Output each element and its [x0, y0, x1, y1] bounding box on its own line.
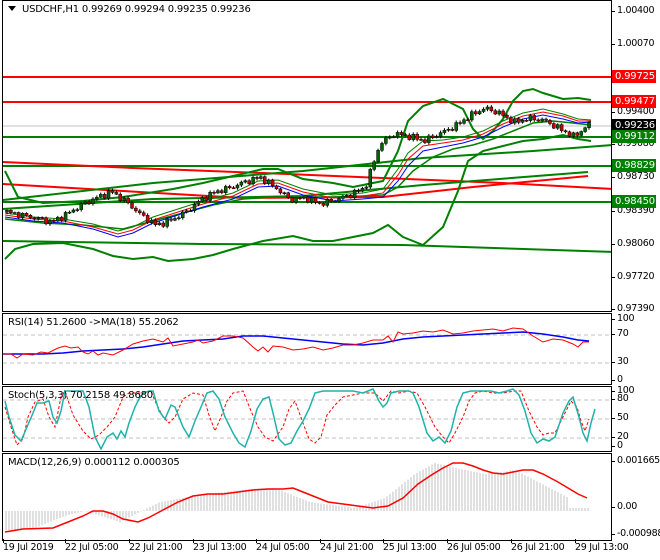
collapse-arrow-icon[interactable]: [8, 6, 16, 11]
symbol-title: USDCHF,H1 0.99269 0.99294 0.99235 0.9923…: [8, 4, 251, 15]
stoch-tick: 50: [611, 412, 629, 423]
price-tag-support-3: 0.98450: [612, 195, 656, 208]
price-tag-resistance-1: 0.99725: [612, 70, 656, 83]
price-tick: 0.97390: [610, 303, 654, 314]
macd-tick: 0.001665: [611, 455, 660, 466]
stoch-axis: 100 80 50 20 0: [610, 385, 660, 452]
trendline-red-upper: [3, 161, 611, 190]
price-tick: 1.00070: [610, 38, 654, 49]
stoch-tick: 80: [611, 393, 629, 404]
rsi-canvas[interactable]: [3, 314, 612, 385]
price-tick: 0.98730: [610, 171, 654, 182]
trendline-green-lower: [3, 240, 611, 253]
rsi-tick: 70: [611, 328, 629, 339]
macd-tick: -0.000988: [610, 528, 660, 539]
trendline-green-upper: [3, 144, 611, 201]
candlesticks: [5, 105, 591, 229]
macd-tick: 0.00: [611, 501, 637, 512]
time-label: 26 Jul 05:00: [447, 539, 501, 553]
time-label: 23 Jul 13:00: [193, 539, 247, 553]
stoch-tick: 20: [611, 431, 629, 442]
price-tag-resistance-2: 0.99477: [612, 95, 656, 108]
rsi-panel[interactable]: RSI(14) 51.2600 ->MA(18) 55.2062: [2, 313, 612, 385]
rsi-tick: 30: [611, 356, 629, 367]
rsi-line: [3, 327, 589, 359]
price-tag-support-2: 0.98829: [612, 159, 656, 172]
price-tag-current: 0.99236: [612, 119, 656, 132]
price-tick: 0.98390: [610, 205, 654, 216]
ma-green: [4, 108, 592, 232]
macd-signal-line: [4, 462, 588, 533]
price-tick: 0.98060: [610, 238, 654, 249]
rsi-axis: 100 70 30 0: [610, 313, 660, 385]
macd-axis: 0.001665 0.00 -0.000988: [610, 453, 660, 541]
ma-red: [4, 111, 591, 235]
time-label: 22 Jul 21:00: [129, 539, 183, 553]
ma-blue: [4, 114, 592, 238]
bollinger-upper: [4, 87, 592, 205]
stoch-title: Stoch(5,3,3) 70.2158 49.8680: [8, 390, 153, 401]
macd-title: MACD(12,26,9) 0.000112 0.000305: [8, 457, 180, 468]
rsi-ma-line: [3, 331, 590, 355]
stoch-tick: 0: [611, 440, 623, 451]
trendline-green-mid: [3, 171, 589, 210]
price-tick: 0.97720: [610, 271, 654, 282]
time-label: 24 Jul 21:00: [320, 539, 374, 553]
stoch-k-line: [4, 388, 596, 451]
time-label: 19 Jul 2019: [3, 539, 54, 553]
price-tick: 1.00400: [610, 5, 654, 16]
price-chart-canvas[interactable]: [3, 1, 612, 312]
price-axis: 1.00400 1.00070 0.99400 0.99080 0.98730 …: [610, 0, 660, 314]
time-label: 24 Jul 05:00: [256, 539, 310, 553]
macd-canvas[interactable]: [3, 454, 612, 541]
ohlc-header: USDCHF,H1 0.99269 0.99294 0.99235 0.9923…: [22, 4, 251, 15]
price-tag-support-1: 0.99112: [612, 130, 656, 143]
price-tick: 0.99400: [610, 106, 654, 117]
time-label: 26 Jul 21:00: [511, 539, 565, 553]
time-label: 22 Jul 05:00: [65, 539, 119, 553]
time-label: 25 Jul 13:00: [383, 539, 437, 553]
bollinger-lower: [4, 133, 592, 263]
rsi-title: RSI(14) 51.2600 ->MA(18) 55.2062: [8, 317, 179, 328]
price-chart-panel[interactable]: USDCHF,H1 0.99269 0.99294 0.99235 0.9923…: [2, 0, 612, 312]
macd-panel[interactable]: MACD(12,26,9) 0.000112 0.000305: [2, 453, 612, 541]
macd-histogram: [5, 463, 589, 531]
time-label: 29 Jul 13:00: [575, 539, 629, 553]
price-tick: 0.99080: [610, 138, 654, 149]
stochastic-panel[interactable]: Stoch(5,3,3) 70.2158 49.8680: [2, 386, 612, 452]
rsi-tick: 0: [611, 374, 623, 385]
stoch-canvas[interactable]: [3, 387, 612, 452]
time-axis: 19 Jul 2019 22 Jul 05:00 22 Jul 21:00 23…: [0, 539, 660, 560]
stoch-tick: 100: [610, 385, 635, 396]
rsi-tick: 100: [610, 313, 635, 324]
